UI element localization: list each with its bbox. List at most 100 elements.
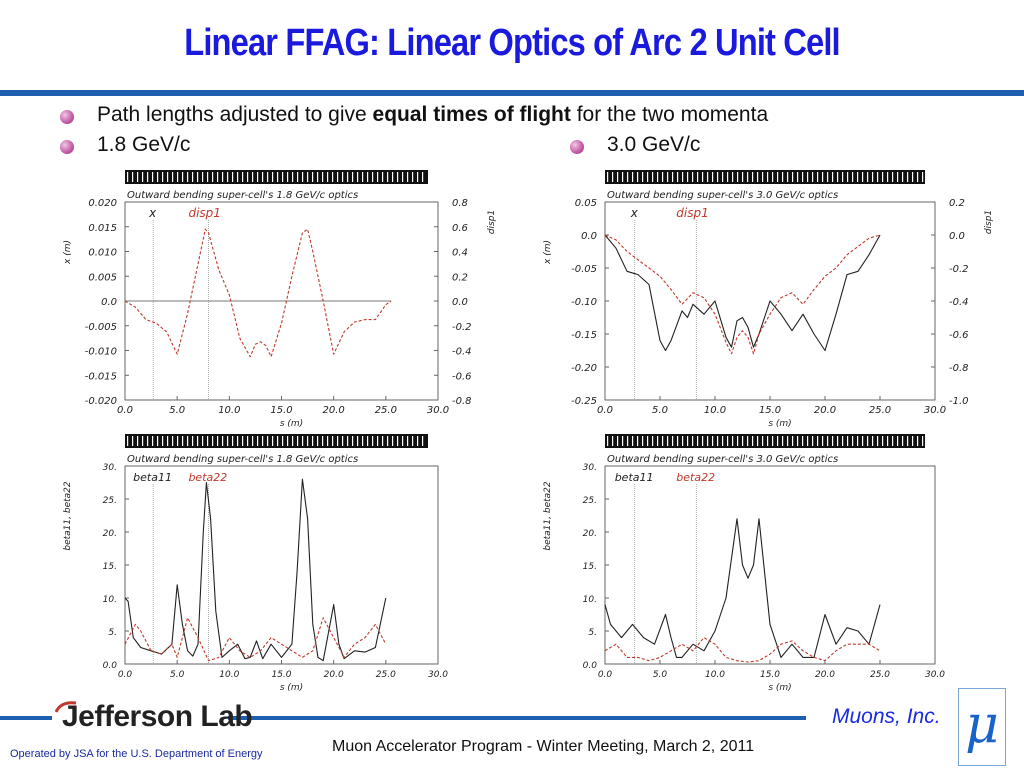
- header-strip-tick: [207, 436, 209, 446]
- header-strip-tick: [607, 436, 609, 446]
- header-strip-tick: [717, 436, 719, 446]
- header-strip-tick: [202, 436, 204, 446]
- header-strip-tick: [772, 172, 774, 182]
- header-strip-tick: [162, 436, 164, 446]
- x-axis-label: s (m): [280, 419, 303, 429]
- legend-label-solid: beta11: [133, 471, 172, 484]
- header-strip-tick: [662, 436, 664, 446]
- y-tick-label: 15.: [583, 562, 597, 572]
- header-strip-tick: [807, 436, 809, 446]
- header-strip-tick: [342, 172, 344, 182]
- header-strip-tick: [352, 436, 354, 446]
- header-strip-tick: [317, 436, 319, 446]
- y2-tick-label: -0.4: [949, 297, 969, 308]
- header-strip-tick: [897, 172, 899, 182]
- header-strip-tick: [907, 436, 909, 446]
- x-tick-label: 5.0: [653, 670, 668, 680]
- header-strip-tick: [152, 436, 154, 446]
- legend-label-dashed: disp1: [188, 206, 220, 220]
- header-strip-tick: [217, 172, 219, 182]
- header-strip-tick: [762, 172, 764, 182]
- header-strip-tick: [372, 172, 374, 182]
- header-strip-tick: [212, 172, 214, 182]
- y-tick-label: 0.005: [88, 272, 117, 283]
- x-tick-label: 10.0: [219, 670, 239, 680]
- chart-orbit-3p0: Outward bending super-cell's 3.0 GeV/c o…: [543, 170, 994, 429]
- header-strip-tick: [342, 436, 344, 446]
- header-strip-tick: [607, 172, 609, 182]
- header-strip-tick: [282, 436, 284, 446]
- x-tick-label: 5.0: [170, 670, 185, 680]
- series-line-x: [604, 234, 881, 352]
- y-tick-label: 30.: [583, 463, 597, 473]
- header-strip-tick: [827, 436, 829, 446]
- header-strip-tick: [767, 436, 769, 446]
- bullet-icon: [570, 140, 584, 154]
- header-strip-tick: [187, 436, 189, 446]
- header-strip-tick: [902, 436, 904, 446]
- x-tick-label: 0.0: [598, 670, 613, 680]
- y-tick-label: 15.: [103, 562, 117, 572]
- bullet-icon: [60, 140, 74, 154]
- header-strip-tick: [882, 436, 884, 446]
- header-strip-tick: [187, 172, 189, 182]
- header-strip-tick: [302, 172, 304, 182]
- y2-tick-label: 0.4: [452, 248, 468, 259]
- header-strip-tick: [852, 172, 854, 182]
- header-strip-tick: [812, 436, 814, 446]
- header-strip-tick: [697, 436, 699, 446]
- header-strip: [605, 170, 925, 184]
- header-strip-tick: [802, 172, 804, 182]
- y-tick-label: 5.: [588, 628, 597, 638]
- y-tick-label: -0.005: [85, 322, 117, 333]
- muons-logo-icon: μ: [958, 688, 1006, 766]
- header-strip-tick: [747, 172, 749, 182]
- header-strip-tick: [327, 436, 329, 446]
- header-strip-tick: [172, 172, 174, 182]
- header-strip-tick: [367, 172, 369, 182]
- header-strip-tick: [157, 172, 159, 182]
- header-strip-tick: [247, 436, 249, 446]
- y-tick-label: -0.010: [85, 347, 117, 358]
- header-strip-tick: [382, 172, 384, 182]
- y-tick-label: 20.: [103, 529, 117, 539]
- header-strip-tick: [307, 436, 309, 446]
- y-tick-label: 10.: [583, 595, 597, 605]
- header-strip-tick: [722, 436, 724, 446]
- y-tick-label: 0.010: [88, 248, 117, 259]
- chart-beta-1p8: Outward bending super-cell's 1.8 GeV/c o…: [63, 434, 448, 692]
- header-strip-tick: [917, 172, 919, 182]
- x-tick-label: 10.0: [705, 670, 725, 680]
- header-strip-tick: [412, 436, 414, 446]
- header-strip-tick: [657, 172, 659, 182]
- mu-glyph: μ: [965, 695, 999, 755]
- y2-tick-label: -0.6: [949, 330, 969, 341]
- header-strip-tick: [722, 172, 724, 182]
- header-strip-tick: [627, 172, 629, 182]
- header-strip-tick: [737, 436, 739, 446]
- chart-orbit-1p8: Outward bending super-cell's 1.8 GeV/c o…: [63, 170, 497, 429]
- header-strip-tick: [257, 436, 259, 446]
- header-strip-tick: [727, 172, 729, 182]
- muons-inc-text: Muons, Inc.: [832, 705, 941, 728]
- header-strip-tick: [217, 436, 219, 446]
- header-strip-tick: [162, 172, 164, 182]
- header-strip-tick: [377, 172, 379, 182]
- y2-tick-label: -0.8: [452, 396, 472, 407]
- header-strip-tick: [382, 436, 384, 446]
- header-strip-tick: [317, 172, 319, 182]
- header-strip-tick: [177, 436, 179, 446]
- header-strip-tick: [222, 436, 224, 446]
- header-strip-tick: [632, 172, 634, 182]
- x-tick-label: 10.0: [704, 405, 726, 416]
- header-strip-tick: [692, 172, 694, 182]
- header-strip-tick: [202, 172, 204, 182]
- header-strip-tick: [877, 436, 879, 446]
- legend-label-dashed: beta22: [676, 471, 715, 484]
- header-strip-tick: [267, 436, 269, 446]
- x-tick-label: 25.0: [375, 405, 397, 416]
- header-strip-tick: [322, 172, 324, 182]
- header-strip-tick: [797, 436, 799, 446]
- header-strip-tick: [687, 172, 689, 182]
- header-strip-tick: [422, 436, 424, 446]
